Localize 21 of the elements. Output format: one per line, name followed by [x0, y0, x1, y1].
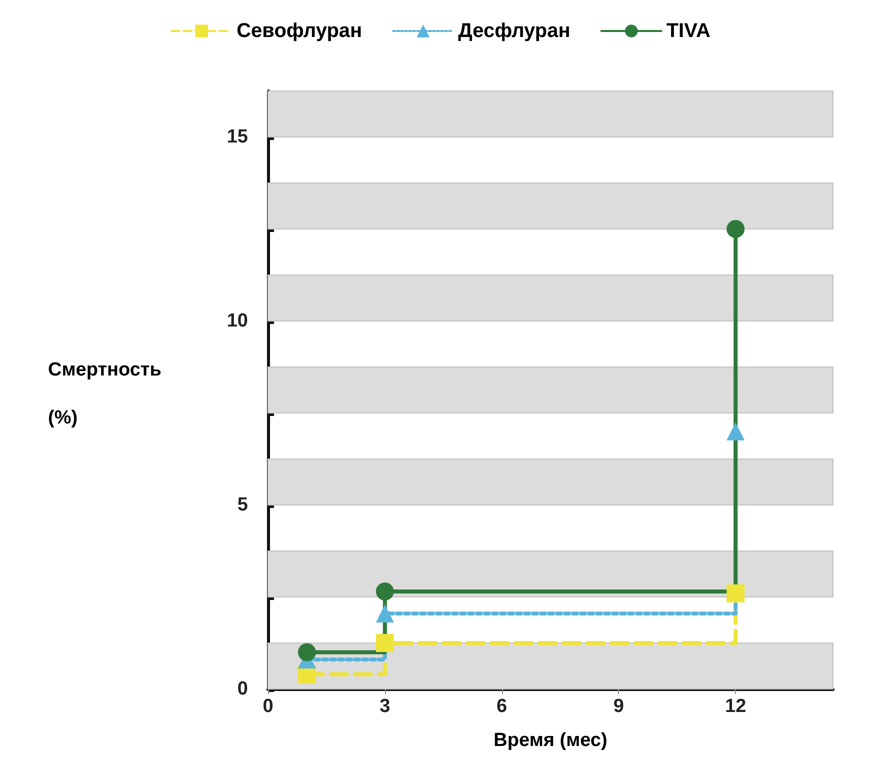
y-tick-label: 10: [226, 310, 248, 332]
x-tick-label: 0: [262, 696, 274, 717]
y-tick-label: 0: [237, 678, 248, 700]
y-tick-label: 15: [226, 126, 248, 148]
point: [726, 584, 745, 602]
legend-label: Десфлуран: [458, 20, 570, 42]
point: [376, 582, 394, 600]
point: [376, 634, 394, 652]
point: [726, 220, 745, 238]
point: [726, 422, 745, 440]
point: [298, 643, 316, 662]
y-tick-label: 5: [237, 494, 248, 516]
x-tick-label: 3: [380, 696, 390, 717]
x-tick-label: 12: [725, 696, 746, 717]
legend-label: Севофлуран: [236, 20, 362, 42]
x-tick-label: 9: [613, 696, 624, 717]
legend-label: TIVA: [666, 20, 710, 42]
x-axis-title: Время (мес): [494, 730, 608, 751]
x-tick-label: 6: [496, 696, 508, 717]
text: Смертность (%): [48, 360, 162, 428]
point: [376, 604, 394, 623]
